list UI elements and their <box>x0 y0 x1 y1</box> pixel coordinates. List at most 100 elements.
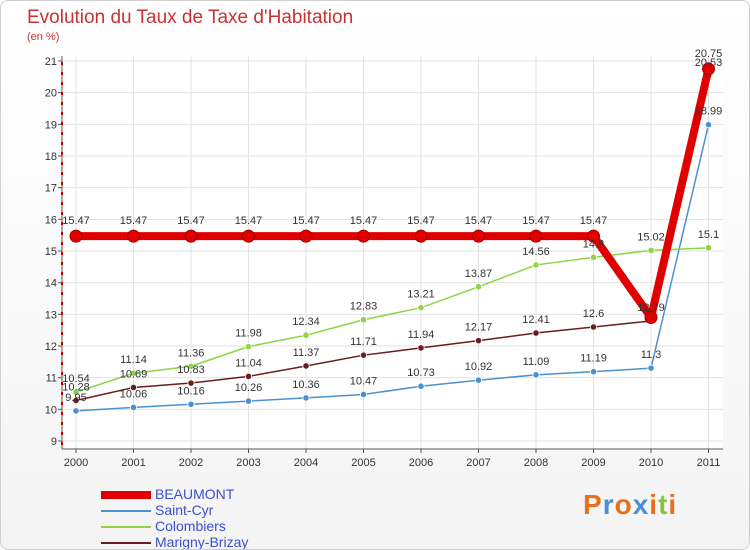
data-label: 15.02 <box>637 231 665 243</box>
data-point <box>244 372 253 380</box>
x-tick-label: 2007 <box>466 457 490 469</box>
axis-layer: 9 10 11 12 13 14 15 16 17 18 19 20 21 2000 2001 2002 200… <box>45 56 723 469</box>
data-label: 9.95 <box>65 392 86 404</box>
data-point <box>417 382 425 390</box>
data-label: 13.21 <box>407 289 435 301</box>
data-label: 12.17 <box>465 322 493 334</box>
data-point <box>474 283 483 291</box>
data-point <box>647 246 655 254</box>
y-tick-label: 10 <box>45 404 57 416</box>
x-tick-label: 2008 <box>524 457 548 469</box>
legend-swatch <box>101 510 151 512</box>
data-label: 15.47 <box>292 215 320 227</box>
series-line-saint-cyr <box>75 124 710 412</box>
legend-label: BEAUMONT <box>155 486 235 502</box>
data-label: 15.1 <box>698 229 719 241</box>
data-label: 10.54 <box>62 373 90 385</box>
data-point <box>417 344 425 352</box>
data-label: 10.69 <box>120 368 148 380</box>
x-tick-label: 2003 <box>236 457 260 469</box>
data-label: 20.75 <box>695 48 723 60</box>
data-label: 11.14 <box>120 354 147 366</box>
data-point <box>474 376 483 384</box>
y-tick-label: 9 <box>51 436 57 448</box>
data-label: 15.47 <box>120 215 148 227</box>
data-label: 10.26 <box>235 382 263 394</box>
y-tick-label: 14 <box>45 278 57 290</box>
legend-swatch <box>101 542 151 544</box>
data-label: 11.19 <box>580 353 607 365</box>
data-label: 10.06 <box>120 388 148 400</box>
data-label: 12.41 <box>522 314 550 326</box>
data-label: 10.92 <box>465 361 493 373</box>
data-point <box>529 229 543 243</box>
y-tick-label: 12 <box>45 341 57 353</box>
data-point <box>72 407 80 415</box>
y-tick-label: 19 <box>45 119 57 131</box>
data-point <box>532 371 540 379</box>
y-tick-label: 16 <box>45 214 57 226</box>
data-point <box>589 253 598 261</box>
data-label: 11.09 <box>523 356 550 368</box>
data-label: 15.47 <box>350 215 378 227</box>
data-label: 15.47 <box>235 215 263 227</box>
data-label: 15.47 <box>407 215 435 227</box>
data-point <box>129 369 138 377</box>
data-label: 10.73 <box>407 367 435 379</box>
data-point <box>244 397 253 405</box>
data-point <box>187 362 195 370</box>
x-tick-label: 2001 <box>121 457 145 469</box>
data-point <box>474 337 483 345</box>
data-point <box>302 331 310 339</box>
chart-title: Evolution du Taux de Taxe d'Habitation <box>27 7 354 28</box>
data-label: 10.83 <box>177 364 205 376</box>
data-label: 15.47 <box>522 215 550 227</box>
data-point <box>357 229 370 243</box>
data-label: 10.16 <box>177 385 205 397</box>
data-point <box>302 394 310 402</box>
data-point <box>127 229 140 243</box>
data-point <box>589 368 598 376</box>
chart-subtitle: (en %) <box>27 31 60 43</box>
x-tick-label: 2000 <box>64 457 88 469</box>
data-label: 12.79 <box>637 302 665 314</box>
y-tick-label: 21 <box>45 56 57 68</box>
data-label: 10.28 <box>62 381 90 393</box>
data-label: 15.47 <box>580 215 608 227</box>
data-label: 11.71 <box>350 336 377 348</box>
data-label: 15.47 <box>62 215 90 227</box>
legend-swatch <box>101 526 151 528</box>
y-tick-label: 18 <box>45 151 57 163</box>
data-label: 10.47 <box>350 375 378 387</box>
data-label: 11.04 <box>235 357 262 369</box>
data-label: 12.83 <box>350 301 378 313</box>
data-label: 11.37 <box>293 347 320 359</box>
data-point <box>69 229 83 243</box>
plot-area <box>62 56 723 449</box>
data-point <box>359 351 368 359</box>
proxiti-logo: Proxiti <box>583 489 678 520</box>
data-point <box>187 379 195 387</box>
x-tick-label: 2004 <box>294 457 318 469</box>
data-point <box>587 229 600 243</box>
legend-label: Saint-Cyr <box>155 502 214 518</box>
y-tick-label: 11 <box>46 373 57 385</box>
data-label: 15.47 <box>177 215 205 227</box>
data-label: 11.94 <box>408 329 435 341</box>
data-label: 11.3 <box>641 349 662 361</box>
data-point <box>187 400 195 408</box>
data-point <box>704 244 713 252</box>
series-line-beaumont <box>76 68 713 322</box>
x-tick-label: 2009 <box>581 457 605 469</box>
data-point <box>472 229 485 243</box>
x-tick-label: 2010 <box>639 457 663 469</box>
data-point <box>72 388 80 396</box>
data-point <box>359 316 368 324</box>
x-tick-label: 2002 <box>179 457 203 469</box>
data-label: 15.47 <box>465 215 493 227</box>
grid-layer <box>62 56 723 449</box>
data-point <box>532 329 540 337</box>
label-layer: 15.47 15.47 15.47 15.47 15.47 15.47 15.47 15.47… <box>62 48 722 404</box>
y-tick-label: 17 <box>45 183 57 195</box>
data-point <box>589 323 598 331</box>
